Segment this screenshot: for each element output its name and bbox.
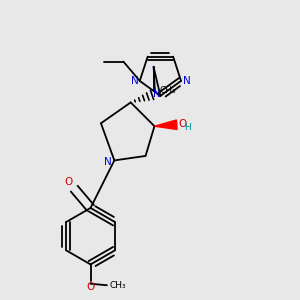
Text: N: N xyxy=(182,76,190,86)
Text: CH₃: CH₃ xyxy=(160,86,176,95)
Text: N: N xyxy=(153,88,161,98)
Text: O: O xyxy=(65,177,73,187)
Text: N: N xyxy=(104,157,112,167)
Text: O: O xyxy=(86,282,95,292)
Text: O: O xyxy=(178,119,187,129)
Text: N: N xyxy=(130,76,138,86)
Text: H: H xyxy=(184,123,191,132)
Text: CH₃: CH₃ xyxy=(110,281,127,290)
Polygon shape xyxy=(154,120,177,130)
